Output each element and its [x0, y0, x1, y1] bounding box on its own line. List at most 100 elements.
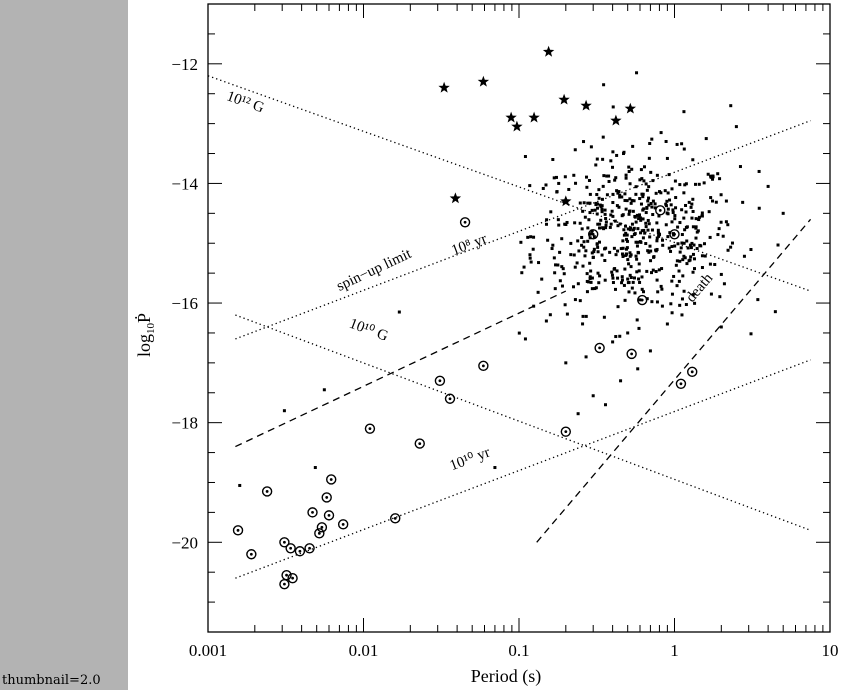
reference-line-label: 10⁸ yr [449, 231, 489, 259]
pulsar-point [645, 269, 649, 273]
pulsar-point [637, 277, 641, 281]
pulsar-point [620, 281, 624, 285]
pulsar-point [600, 253, 604, 257]
pulsar-point [587, 178, 591, 182]
pulsar-point [580, 227, 584, 231]
pulsar-point [676, 242, 680, 246]
pulsar-point [666, 191, 670, 195]
pulsar-point [578, 201, 582, 205]
pulsar-point [639, 168, 643, 172]
pulsar-point [649, 249, 653, 253]
pulsar-point [623, 192, 627, 196]
pulsar-point [686, 246, 690, 250]
pulsar-point [588, 232, 592, 236]
pulsar-point [557, 181, 561, 185]
binary-pulsar-center [329, 478, 333, 481]
pulsar-point [592, 250, 596, 254]
pulsar-point [650, 205, 654, 209]
plot-frame [207, 3, 831, 633]
pulsar-point [574, 181, 578, 185]
binary-pulsar-center [285, 573, 288, 577]
binary-pulsar-center [564, 430, 568, 434]
pulsar-point [616, 276, 620, 280]
pulsar-point [637, 269, 641, 273]
pulsar-point [582, 140, 586, 144]
pulsar-point [569, 241, 573, 245]
pulsar-point [624, 207, 628, 211]
pulsar-point [716, 233, 720, 237]
pulsar-point [693, 182, 697, 186]
pulsar-point [724, 199, 728, 203]
pulsar-point [719, 272, 723, 276]
pulsar-point [560, 265, 564, 269]
binary-pulsar-marker [478, 360, 489, 372]
pulsar-point [613, 287, 617, 291]
side-panel: thumbnail=2.0 [0, 0, 128, 690]
pulsar-point [632, 232, 636, 236]
young-pulsar-star [528, 111, 540, 123]
binary-pulsar-marker [434, 375, 446, 386]
pulsar-point [628, 182, 632, 186]
pulsar-point [685, 239, 689, 243]
pulsar-point [670, 220, 674, 224]
pulsar-point [651, 179, 655, 183]
pulsar-point [593, 208, 597, 212]
pulsar-point [519, 240, 523, 244]
binary-pulsar-marker [459, 217, 471, 228]
pulsar-point [633, 215, 637, 219]
pulsar-point [632, 199, 636, 203]
pulsar-point [680, 241, 684, 245]
pulsar-point [528, 184, 532, 188]
reference-line [235, 359, 811, 579]
reference-line [207, 75, 811, 292]
pulsar-point [564, 361, 568, 365]
y-axis-title: log10Ṗ [134, 313, 157, 357]
pulsar-point [634, 185, 638, 189]
pulsar-point [742, 254, 746, 258]
pulsar-point [589, 269, 593, 273]
pulsar-point [573, 265, 577, 269]
pulsar-point [630, 235, 634, 239]
pulsar-point [590, 208, 594, 212]
pulsar-point [676, 225, 680, 229]
pulsar-point [603, 208, 607, 212]
pulsar-point [589, 280, 593, 284]
pulsar-point [644, 211, 648, 215]
y-axis-title-sub: 10 [145, 323, 157, 335]
pulsar-point [680, 313, 684, 317]
pulsar-point [619, 247, 623, 251]
pulsar-point [552, 256, 556, 260]
pulsar-point [650, 300, 654, 304]
pulsar-point [584, 314, 588, 318]
pulsar-point [669, 203, 673, 207]
pulsar-point [636, 367, 640, 371]
x-tick-label: 0.1 [508, 641, 529, 660]
pulsar-point [678, 250, 682, 254]
pulsar-point [549, 210, 553, 214]
pulsar-point [611, 105, 615, 109]
pulsar-point [594, 203, 598, 207]
pulsar-point [591, 255, 595, 259]
pulsar-point [611, 192, 615, 196]
binary-pulsar-center [438, 379, 442, 383]
pulsar-point [650, 137, 654, 141]
binary-pulsar-marker [655, 205, 666, 216]
pulsar-point [627, 169, 631, 173]
pulsar-point [631, 144, 635, 148]
binary-pulsar-center [325, 496, 329, 499]
pulsar-point [611, 150, 615, 154]
pulsar-point [553, 287, 557, 291]
pulsar-point [691, 270, 695, 274]
pulsar-point [632, 226, 636, 230]
young-pulsar-star [610, 114, 622, 126]
pulsar-point [689, 205, 693, 209]
pulsar-point [668, 198, 672, 202]
pulsar-point [635, 213, 639, 217]
pulsar-point [730, 241, 734, 245]
pulsar-point [621, 254, 625, 258]
binary-pulsar-marker [637, 294, 648, 306]
pulsar-point [617, 190, 621, 194]
pulsar-point [607, 174, 611, 178]
pulsar-point [766, 184, 770, 188]
